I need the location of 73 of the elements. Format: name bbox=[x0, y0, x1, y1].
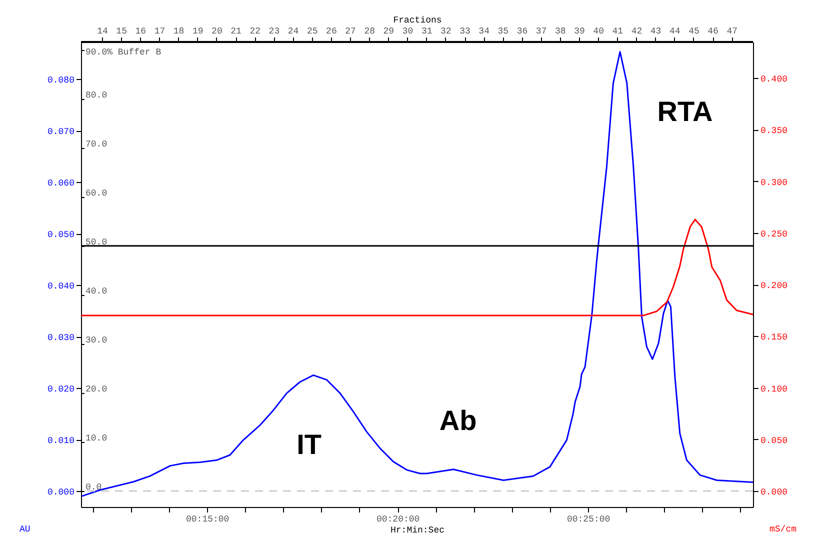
x-axis-title: Hr:Min:Sec bbox=[390, 526, 445, 536]
y3-tick-label: 70.0 bbox=[86, 139, 108, 150]
y3-tick-label: 20.0 bbox=[86, 384, 108, 394]
y3-tick-label: 90.0% Buffer B bbox=[86, 47, 162, 58]
y-tick-label: 0.070 bbox=[47, 127, 74, 138]
y3-tick-label: 60.0 bbox=[86, 188, 108, 198]
x-tick-label: 00:25:00 bbox=[566, 514, 610, 524]
y-tick-label: 0.040 bbox=[47, 282, 74, 292]
x2-tick-label: 24 bbox=[288, 26, 299, 36]
x2-tick-label: 40 bbox=[593, 26, 604, 36]
x2-tick-label: 46 bbox=[708, 26, 718, 36]
x2-tick-label: 23 bbox=[268, 26, 280, 36]
x-tick-label: 00:20:00 bbox=[376, 514, 420, 524]
x2-tick-label: 45 bbox=[688, 26, 700, 36]
x-tick-label: 00:15:00 bbox=[186, 514, 230, 524]
y2-tick-label: 0.300 bbox=[760, 178, 788, 188]
x2-tick-label: 25 bbox=[306, 26, 318, 36]
x2-tick-label: 35 bbox=[498, 26, 509, 36]
x2-tick-label: 31 bbox=[421, 26, 432, 36]
y3-tick-label: 80.0 bbox=[86, 90, 108, 100]
y2-tick-label: 0.050 bbox=[760, 436, 788, 446]
y-tick-label: 0.000 bbox=[47, 488, 74, 498]
x2-tick-label: 39 bbox=[574, 26, 585, 36]
x2-tick-label: 36 bbox=[516, 26, 528, 36]
y-tick-label: 0.080 bbox=[47, 76, 74, 86]
y2-tick-label: 0.250 bbox=[760, 229, 788, 240]
x2-tick-label: 20 bbox=[212, 26, 222, 36]
y2-tick-label: 0.200 bbox=[760, 281, 788, 292]
annotation: Ab bbox=[439, 405, 477, 436]
x2-tick-label: 15 bbox=[116, 26, 127, 36]
x2-tick-label: 44 bbox=[669, 26, 680, 36]
x2-axis-title: Fractions bbox=[393, 16, 442, 26]
y-tick-label: 0.020 bbox=[47, 384, 74, 395]
y-tick-label: 0.050 bbox=[47, 230, 74, 240]
y-tick-label: 0.060 bbox=[47, 178, 74, 189]
y-axis-title: AU bbox=[20, 524, 30, 534]
x2-tick-label: 32 bbox=[440, 26, 452, 36]
x2-tick-label: 33 bbox=[460, 26, 470, 36]
x2-tick-label: 30 bbox=[402, 26, 414, 36]
x2-tick-label: 34 bbox=[478, 26, 490, 36]
y3-tick-label: 50.0 bbox=[86, 237, 108, 248]
annotation: IT bbox=[296, 429, 322, 460]
x2-tick-label: 22 bbox=[250, 26, 261, 36]
x2-tick-label: 18 bbox=[173, 26, 184, 36]
x2-tick-label: 38 bbox=[555, 26, 566, 36]
annotation: RTA bbox=[657, 96, 713, 127]
y-tick-label: 0.010 bbox=[47, 436, 74, 446]
y3-tick-label: 10.0 bbox=[86, 433, 108, 444]
x2-tick-label: 27 bbox=[345, 26, 356, 36]
x2-tick-label: 43 bbox=[650, 26, 662, 36]
y2-axis-title: mS/cm bbox=[770, 524, 797, 534]
x2-tick-label: 14 bbox=[97, 26, 108, 36]
x2-tick-label: 42 bbox=[631, 26, 642, 36]
x2-tick-label: 29 bbox=[383, 26, 394, 36]
x2-tick-label: 37 bbox=[536, 26, 547, 36]
x2-tick-label: 41 bbox=[612, 26, 624, 36]
x2-tick-label: 47 bbox=[726, 26, 738, 36]
x2-tick-label: 26 bbox=[326, 26, 337, 36]
y3-tick-label: 30.0 bbox=[86, 335, 108, 346]
x2-tick-label: 21 bbox=[230, 26, 242, 36]
y2-tick-label: 0.000 bbox=[760, 488, 788, 498]
line-series bbox=[80, 218, 754, 316]
y2-tick-label: 0.100 bbox=[760, 384, 788, 394]
y2-tick-label: 0.150 bbox=[760, 332, 788, 343]
y-tick-label: 0.030 bbox=[47, 333, 74, 344]
y3-tick-label: 0.0 bbox=[86, 482, 102, 492]
y2-tick-label: 0.400 bbox=[760, 74, 788, 85]
y2-tick-label: 0.350 bbox=[760, 126, 788, 136]
x2-tick-label: 16 bbox=[135, 26, 146, 36]
x2-tick-label: 17 bbox=[154, 26, 166, 36]
x2-tick-label: 28 bbox=[364, 26, 376, 36]
x2-tick-label: 19 bbox=[192, 26, 204, 36]
y3-tick-label: 40.0 bbox=[86, 286, 108, 296]
